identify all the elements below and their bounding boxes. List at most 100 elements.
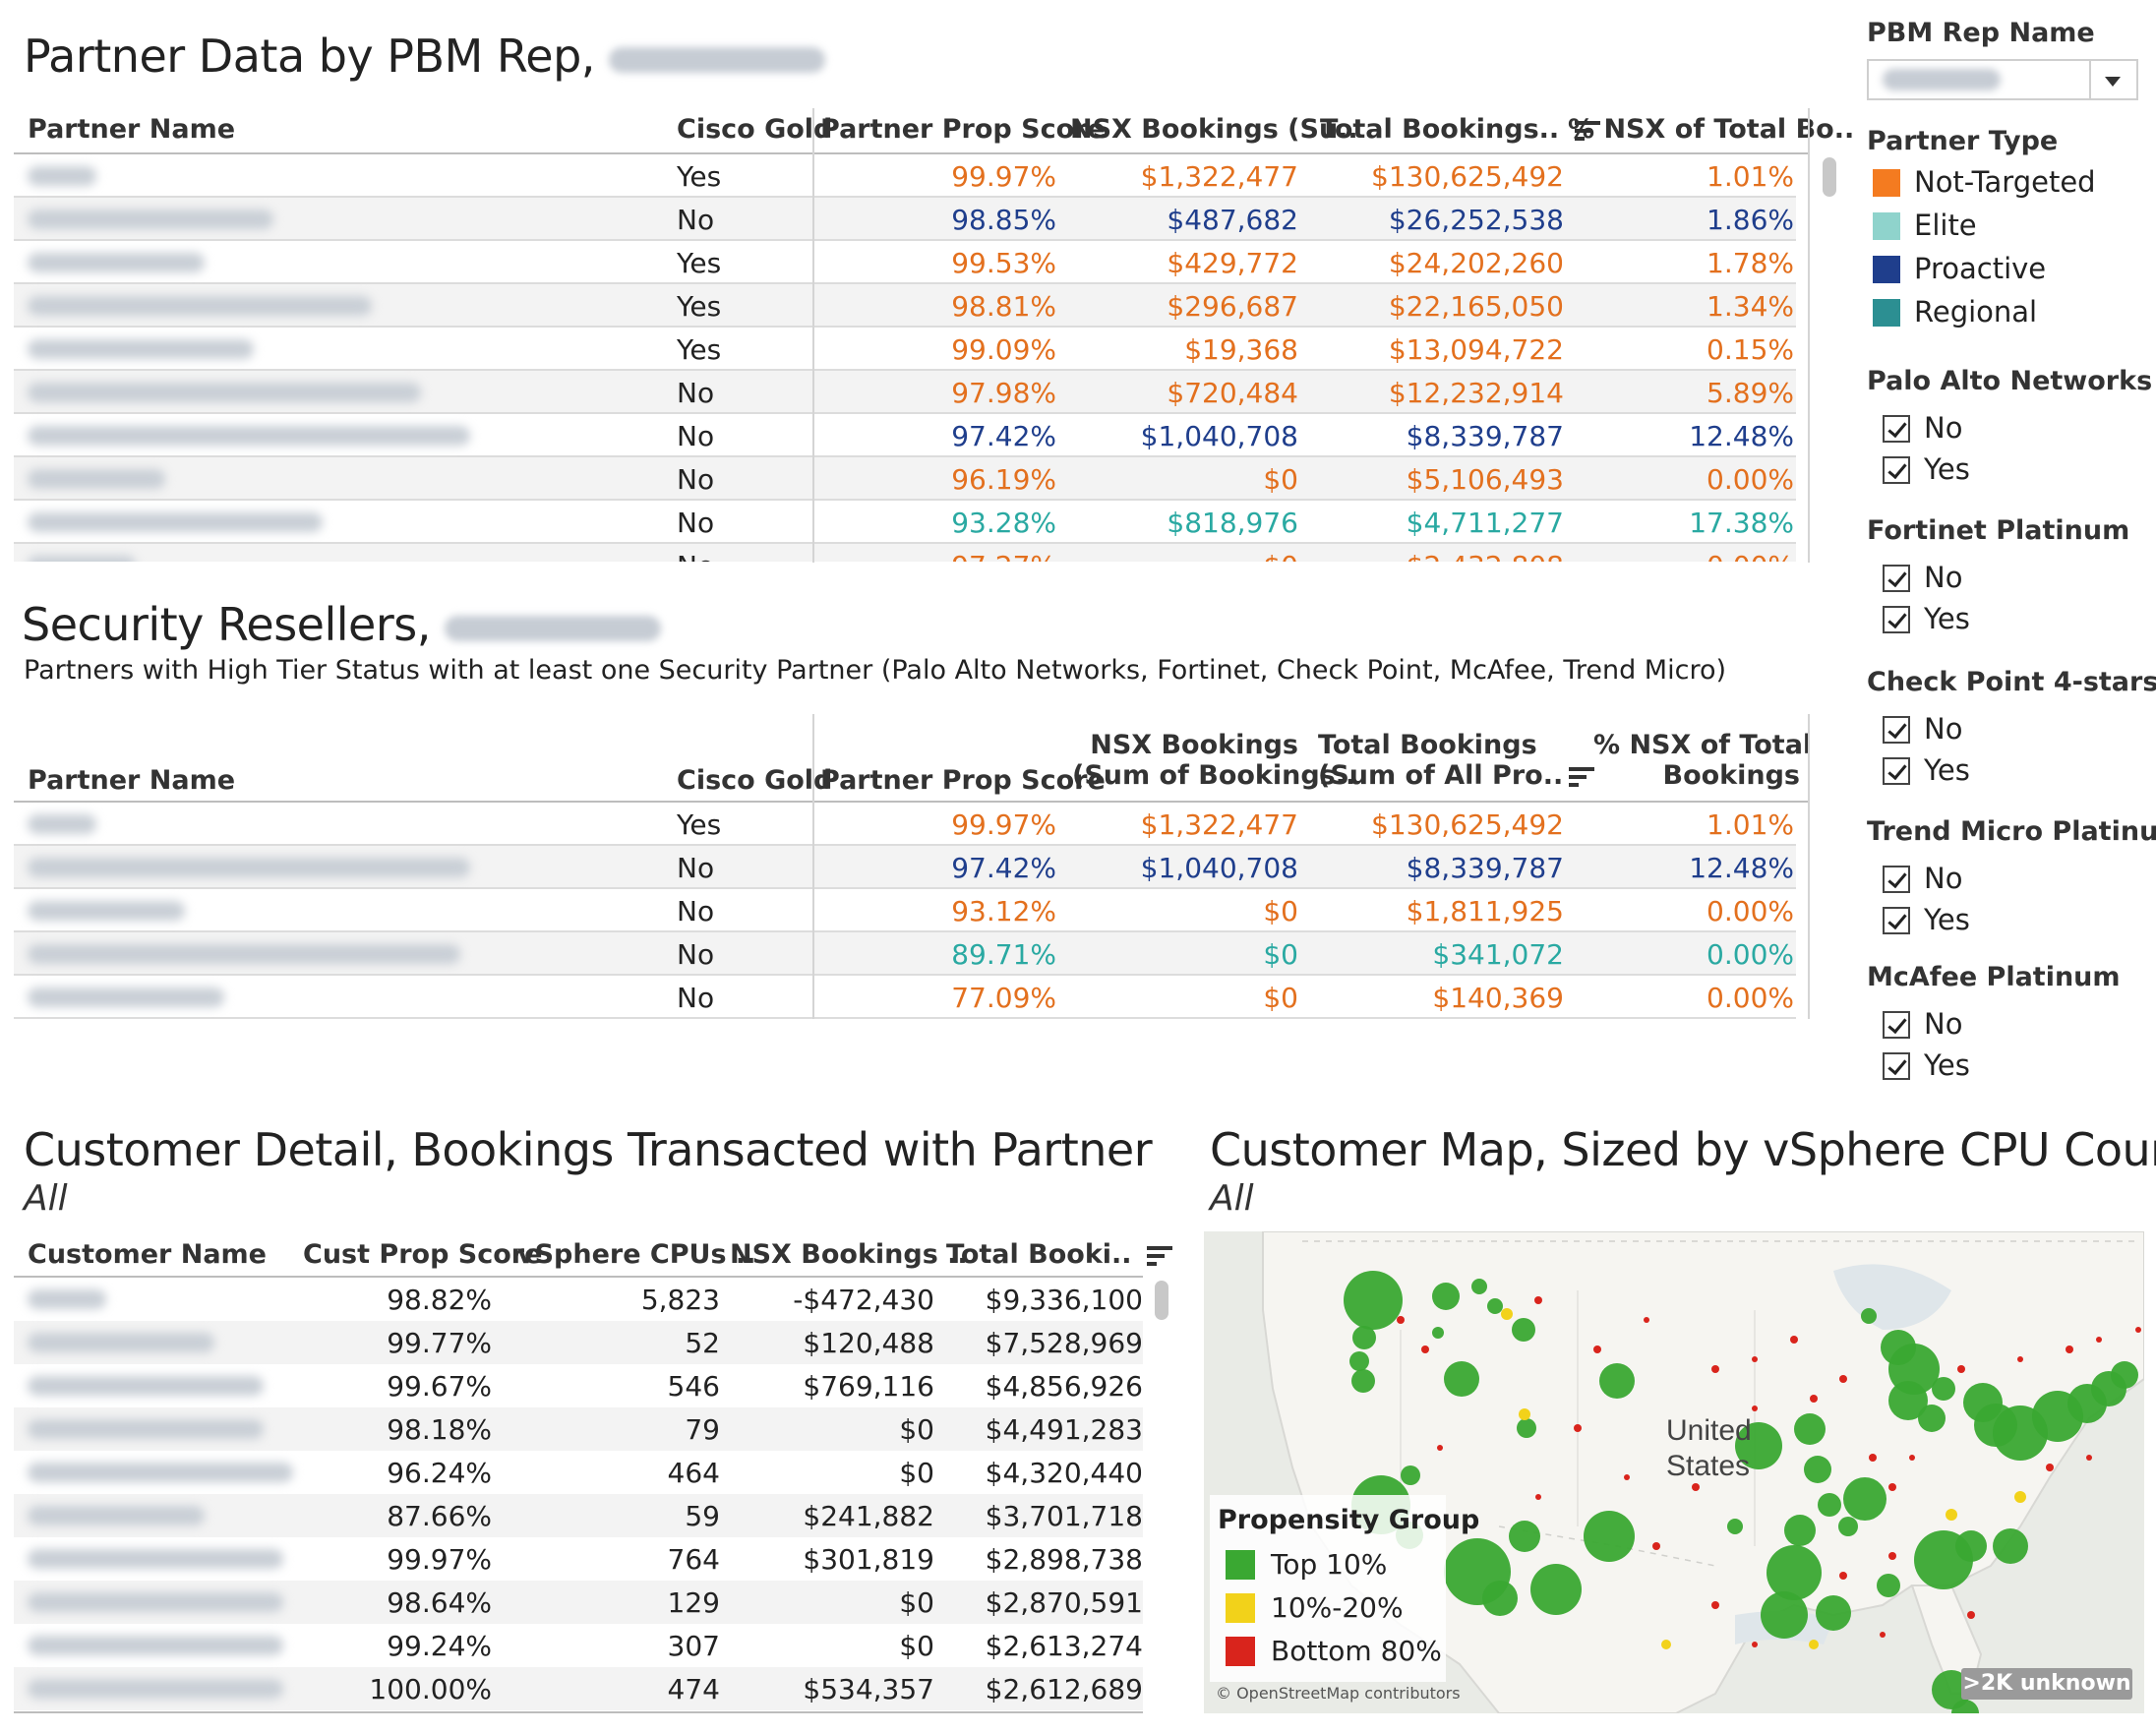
cust-col-vsphere-cpus[interactable]: vSphere CPUs .. xyxy=(517,1239,756,1270)
col-nsx-bookings[interactable]: NSX Bookings (Su.. xyxy=(1070,114,1358,145)
sec-col-partner-name[interactable]: Partner Name xyxy=(28,765,236,796)
cust-col-nsx-bookings[interactable]: NSX Bookings .. xyxy=(730,1239,968,1270)
pct-nsx-cell: 5.89% xyxy=(1707,377,1794,409)
sec-col-nsx-bookings[interactable]: NSX Bookings (Sum of Bookings.. xyxy=(1072,730,1356,791)
table-row[interactable]: 99.97% 764 $301,819 $2,898,738 xyxy=(14,1537,1143,1581)
table-row[interactable]: Yes 98.81% $296,687 $22,165,050 1.34% xyxy=(14,284,1796,328)
prop-score-cell: 89.71% xyxy=(951,938,1056,971)
table-row[interactable]: No 93.12% $0 $1,811,925 0.00% xyxy=(14,889,1796,932)
table-row[interactable]: 99.67% 546 $769,116 $4,856,926 xyxy=(14,1364,1143,1407)
sec-col-cisco-gold[interactable]: Cisco Gold xyxy=(677,765,833,796)
partner-type-label-item[interactable]: Proactive xyxy=(1914,252,2047,285)
pct-nsx-cell: 12.48% xyxy=(1689,852,1794,884)
partner-type-label-item[interactable]: Regional xyxy=(1914,295,2038,329)
table-row[interactable]: Yes 99.09% $19,368 $13,094,722 0.15% xyxy=(14,328,1796,371)
table-row[interactable]: 96.24% 464 $0 $4,320,440 xyxy=(14,1451,1143,1494)
col-partner-name[interactable]: Partner Name xyxy=(28,114,236,145)
legend-label-top10: Top 10% xyxy=(1271,1548,1388,1581)
partner-type-swatch[interactable] xyxy=(1873,169,1900,197)
unknown-locations-badge[interactable]: >2K unknown xyxy=(1961,1668,2132,1700)
partner-type-label-item[interactable]: Not-Targeted xyxy=(1914,165,2096,199)
vsphere-cpus-cell: 59 xyxy=(685,1500,720,1532)
filter-option-label[interactable]: Yes xyxy=(1924,753,1970,787)
filter-checkbox[interactable] xyxy=(1883,716,1910,744)
filter-heading: Check Point 4-stars xyxy=(1867,667,2156,697)
customer-map[interactable]: United States Propensity Group Top 10% 1… xyxy=(1204,1231,2144,1713)
map-section-title: Customer Map, Sized by vSphere CPU Count xyxy=(1210,1123,2156,1176)
partner-type-swatch[interactable] xyxy=(1873,256,1900,283)
redacted-partner-name xyxy=(28,209,273,229)
filter-checkbox[interactable] xyxy=(1883,907,1910,934)
table-row[interactable]: No 89.71% $0 $341,072 0.00% xyxy=(14,932,1796,976)
table-row[interactable]: No 96.19% $0 $5,106,493 0.00% xyxy=(14,457,1796,501)
filter-heading: McAfee Platinum xyxy=(1867,962,2121,992)
chevron-down-icon[interactable] xyxy=(2105,77,2121,87)
country-label: States xyxy=(1666,1450,1750,1482)
table-row[interactable]: Yes 99.97% $1,322,477 $130,625,492 1.01% xyxy=(14,803,1796,846)
table-row[interactable]: No 97.42% $1,040,708 $8,339,787 12.48% xyxy=(14,846,1796,889)
pct-nsx-cell: 0.00% xyxy=(1707,982,1794,1014)
filter-checkbox[interactable] xyxy=(1883,757,1910,785)
cust-total-bookings-cell: $2,898,738 xyxy=(985,1543,1143,1576)
filter-option-label[interactable]: Yes xyxy=(1924,452,1970,486)
table-row[interactable]: 98.82% 5,823 -$472,430 $9,336,100 xyxy=(14,1278,1143,1321)
partner-type-label-item[interactable]: Elite xyxy=(1914,209,1977,242)
table-row[interactable]: 87.66% 59 $241,882 $3,701,718 xyxy=(14,1494,1143,1537)
partner-table-scrollbar[interactable] xyxy=(1823,157,1836,197)
filter-checkbox[interactable] xyxy=(1883,1052,1910,1080)
col-cisco-gold[interactable]: Cisco Gold xyxy=(677,114,833,145)
table-row[interactable]: No 97.42% $1,040,708 $8,339,787 12.48% xyxy=(14,414,1796,457)
table-row[interactable]: No 98.85% $487,682 $26,252,538 1.86% xyxy=(14,198,1796,241)
table-row[interactable]: 99.77% 52 $120,488 $7,528,969 xyxy=(14,1321,1143,1364)
filter-option-label[interactable]: Yes xyxy=(1924,602,1970,635)
nsx-bookings-cell: $1,040,708 xyxy=(1140,420,1298,452)
sort-descending-icon[interactable] xyxy=(1569,766,1595,787)
filter-checkbox[interactable] xyxy=(1883,866,1910,893)
table-row[interactable]: Yes 99.97% $1,322,477 $130,625,492 1.01% xyxy=(14,154,1796,198)
table-row[interactable]: 100.00% 474 $534,357 $2,612,689 xyxy=(14,1667,1143,1710)
cisco-gold-cell: Yes xyxy=(677,333,722,366)
partner-type-swatch[interactable] xyxy=(1873,212,1900,240)
cust-col-prop-score[interactable]: Cust Prop Score xyxy=(303,1239,543,1270)
table-row[interactable]: No 93.28% $818,976 $4,711,277 17.38% xyxy=(14,501,1796,544)
sort-descending-icon[interactable] xyxy=(1574,120,1600,141)
rep-name-dropdown[interactable] xyxy=(1867,59,2138,100)
sec-col-total-bookings[interactable]: Total Bookings (Sum of All Pro.. xyxy=(1318,730,1595,791)
filter-option-label[interactable]: No xyxy=(1924,561,1963,594)
filter-checkbox[interactable] xyxy=(1883,415,1910,443)
filter-checkbox[interactable] xyxy=(1883,456,1910,484)
filter-checkbox[interactable] xyxy=(1883,1011,1910,1039)
col-pct-nsx[interactable]: % NSX of Total Bo.. xyxy=(1568,114,1855,145)
sort-descending-icon[interactable] xyxy=(1146,1245,1172,1266)
filter-checkbox[interactable] xyxy=(1883,606,1910,633)
col-total-bookings[interactable]: Total Bookings.. xyxy=(1320,114,1600,145)
filter-checkbox[interactable] xyxy=(1883,565,1910,592)
table-row[interactable]: No 97.98% $720,484 $12,232,914 5.89% xyxy=(14,371,1796,414)
filter-option-label[interactable]: No xyxy=(1924,862,1963,895)
filter-option-label[interactable]: No xyxy=(1924,712,1963,746)
table-row[interactable]: Yes 99.53% $429,772 $24,202,260 1.78% xyxy=(14,241,1796,284)
cust-nsx-bookings-cell: $534,357 xyxy=(803,1673,934,1705)
sec-col-pct-nsx[interactable]: % NSX of Total Bookings xyxy=(1593,730,1813,791)
table-row[interactable]: 99.24% 307 $0 $2,613,274 xyxy=(14,1624,1143,1667)
table-row[interactable]: 98.18% 79 $0 $4,491,283 xyxy=(14,1407,1143,1451)
pct-nsx-cell: 0.15% xyxy=(1707,333,1794,366)
prop-score-cell: 96.19% xyxy=(951,463,1056,496)
redacted-customer-name xyxy=(28,1679,283,1699)
vsphere-cpus-cell: 546 xyxy=(667,1370,720,1403)
partner-type-swatch[interactable] xyxy=(1873,299,1900,327)
customer-table-scrollbar[interactable] xyxy=(1155,1281,1168,1320)
table-row[interactable]: 98.64% 129 $0 $2,870,591 xyxy=(14,1581,1143,1624)
table-row[interactable]: No 77.09% $0 $140,369 0.00% xyxy=(14,976,1796,1019)
table-row[interactable]: No 97.27% $0 $2,432,808 0.00% xyxy=(14,544,1796,562)
nsx-bookings-cell: $0 xyxy=(1263,938,1298,971)
sec-col-prop-score[interactable]: Partner Prop Score xyxy=(820,765,1106,796)
redacted-rep-name xyxy=(609,46,826,73)
cust-col-total-bookings[interactable]: Total Booki.. xyxy=(946,1239,1172,1270)
col-partner-prop-score[interactable]: Partner Prop Score xyxy=(820,114,1106,145)
filter-option-label[interactable]: No xyxy=(1924,411,1963,445)
filter-option-label[interactable]: No xyxy=(1924,1007,1963,1041)
filter-option-label[interactable]: Yes xyxy=(1924,1048,1970,1082)
filter-option-label[interactable]: Yes xyxy=(1924,903,1970,936)
cust-col-name[interactable]: Customer Name xyxy=(28,1239,267,1270)
